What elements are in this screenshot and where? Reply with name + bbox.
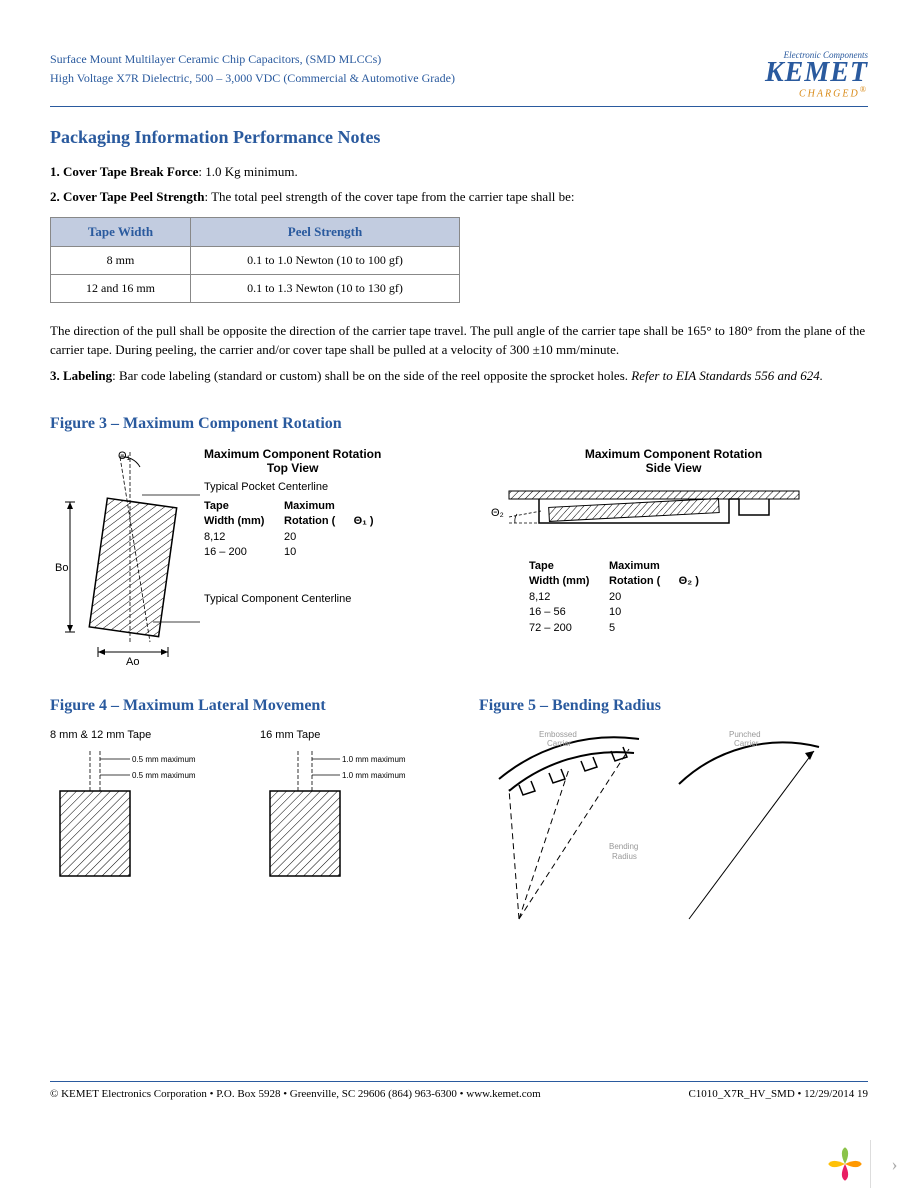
- footer-left: © KEMET Electronics Corporation • P.O. B…: [50, 1088, 541, 1100]
- svg-text:0.5 mm maximum: 0.5 mm maximum: [132, 755, 196, 764]
- svg-text:Bo: Bo: [55, 562, 68, 574]
- note3-text: : Bar code labeling (standard or custom)…: [112, 368, 631, 383]
- figure3-top-view: Θ₁ Bo: [50, 447, 439, 667]
- figure4: Figure 4 – Maximum Lateral Movement 8 mm…: [50, 687, 439, 929]
- svg-text:Carrier: Carrier: [547, 739, 572, 748]
- fig3-top-title: Maximum Component RotationTop View: [204, 447, 381, 475]
- flower-icon[interactable]: [824, 1143, 866, 1185]
- fig3-side-table: TapeMaximum Width (mm)Rotation ( Θ₂ ) 8,…: [529, 559, 699, 636]
- note1-label: 1. Cover Tape Break Force: [50, 164, 198, 179]
- note-1: 1. Cover Tape Break Force: 1.0 Kg minimu…: [50, 162, 868, 182]
- figure3-top-svg: Θ₁ Bo: [50, 447, 200, 667]
- svg-text:Radius: Radius: [612, 852, 637, 861]
- peel-col2: Peel Strength: [191, 217, 460, 246]
- direction-paragraph: The direction of the pull shall be oppos…: [50, 321, 868, 360]
- svg-text:1.0 mm maximum: 1.0 mm maximum: [342, 755, 406, 764]
- component-label: Typical Component Centerline: [204, 593, 381, 605]
- svg-text:Punched: Punched: [729, 730, 761, 739]
- header-line2: High Voltage X7R Dielectric, 500 – 3,000…: [50, 69, 455, 88]
- bottom-widget: ›: [824, 1140, 918, 1188]
- figure3-title: Figure 3 – Maximum Component Rotation: [50, 415, 868, 433]
- fig4-left-label: 8 mm & 12 mm Tape: [50, 729, 200, 741]
- table-row: 8 mm 0.1 to 1.0 Newton (10 to 100 gf): [51, 246, 460, 274]
- figures-4-5-row: Figure 4 – Maximum Lateral Movement 8 mm…: [50, 687, 868, 929]
- table-row: 12 and 16 mm 0.1 to 1.3 Newton (10 to 13…: [51, 274, 460, 302]
- peel-col1: Tape Width: [51, 217, 191, 246]
- page-footer: © KEMET Electronics Corporation • P.O. B…: [50, 1081, 868, 1100]
- note2-text: : The total peel strength of the cover t…: [204, 189, 574, 204]
- svg-text:Carrier: Carrier: [734, 739, 759, 748]
- figure3-side-svg: Θ₂: [479, 481, 819, 551]
- peel-strength-table: Tape Width Peel Strength 8 mm 0.1 to 1.0…: [50, 217, 460, 303]
- svg-text:0.5 mm maximum: 0.5 mm maximum: [132, 771, 196, 780]
- figure4-right-svg: 1.0 mm maximum 1.0 mm maximum: [260, 741, 410, 881]
- logo-main: KEMET: [765, 60, 868, 85]
- fig3-side-title: Maximum Component RotationSide View: [479, 447, 868, 475]
- figure3-side-view: Maximum Component RotationSide View Θ₂: [479, 447, 868, 667]
- figure4-left-svg: 0.5 mm maximum 0.5 mm maximum: [50, 741, 200, 881]
- svg-text:Θ₂: Θ₂: [491, 507, 504, 519]
- note-2: 2. Cover Tape Peel Strength: The total p…: [50, 187, 868, 207]
- note-3: 3. Labeling: Bar code labeling (standard…: [50, 366, 868, 386]
- page-header: Surface Mount Multilayer Ceramic Chip Ca…: [50, 50, 868, 107]
- svg-text:Bending: Bending: [609, 842, 638, 851]
- section-title: Packaging Information Performance Notes: [50, 127, 868, 148]
- figure4-title: Figure 4 – Maximum Lateral Movement: [50, 697, 439, 715]
- next-arrow-button[interactable]: ›: [870, 1140, 918, 1188]
- header-line1: Surface Mount Multilayer Ceramic Chip Ca…: [50, 50, 455, 69]
- note1-text: : 1.0 Kg minimum.: [198, 164, 297, 179]
- svg-text:Θ₁: Θ₁: [118, 450, 131, 462]
- logo-block: Electronic Components KEMET CHARGED®: [765, 50, 868, 100]
- svg-text:Ao: Ao: [126, 656, 139, 667]
- note3-label: 3. Labeling: [50, 368, 112, 383]
- figure3-row: Θ₁ Bo: [50, 447, 868, 667]
- fig3-top-table: TapeMaximum Width (mm)Rotation ( Θ₁ ) 8,…: [204, 499, 374, 561]
- svg-text:1.0 mm maximum: 1.0 mm maximum: [342, 771, 406, 780]
- pocket-label: Typical Pocket Centerline: [204, 481, 381, 493]
- footer-right: C1010_X7R_HV_SMD • 12/29/2014 19: [688, 1088, 868, 1100]
- header-subtitle-block: Surface Mount Multilayer Ceramic Chip Ca…: [50, 50, 455, 88]
- figure5: Figure 5 – Bending Radius: [479, 687, 868, 929]
- svg-text:Embossed: Embossed: [539, 730, 577, 739]
- note3-italic: Refer to EIA Standards 556 and 624.: [631, 368, 823, 383]
- note2-label: 2. Cover Tape Peel Strength: [50, 189, 204, 204]
- figure5-title: Figure 5 – Bending Radius: [479, 697, 868, 715]
- fig4-right-label: 16 mm Tape: [260, 729, 410, 741]
- figure5-svg: Embossed Carrier Punched Carrier Bending…: [479, 729, 839, 929]
